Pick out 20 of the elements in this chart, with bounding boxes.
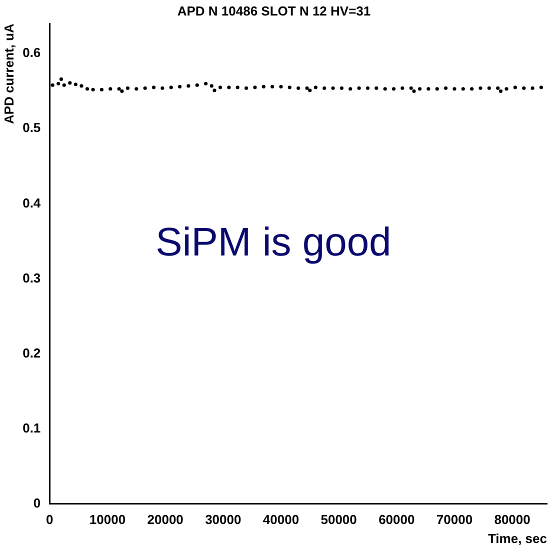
y-tick-label: 0 [33, 495, 41, 510]
y-axis-title: APD current, uA [1, 22, 16, 124]
y-tick-label: 0.4 [22, 195, 42, 210]
x-tick-label: 20000 [147, 512, 184, 528]
y-tick-label: 0.6 [22, 45, 41, 60]
y-tick-label: 0.1 [22, 420, 41, 436]
chart-title: APD N 10486 SLOT N 12 HV=31 [177, 3, 371, 18]
x-tick-label: 70000 [436, 512, 473, 528]
x-axis-title: Time, sec [488, 530, 547, 546]
x-tick-label: 40000 [262, 512, 300, 528]
x-tick-label: 80000 [494, 512, 530, 528]
x-tick-label: 30000 [205, 512, 242, 528]
x-tick-label: 0 [46, 512, 54, 528]
x-tick-label: 60000 [378, 512, 415, 528]
y-tick-label: 0.5 [22, 120, 41, 136]
y-tick-label: 0.2 [22, 345, 41, 360]
x-tick-label: 10000 [89, 512, 126, 528]
annotation: SiPM is good [156, 220, 392, 265]
y-tick-label: 0.3 [22, 270, 41, 286]
x-tick-label: 50000 [320, 512, 357, 528]
